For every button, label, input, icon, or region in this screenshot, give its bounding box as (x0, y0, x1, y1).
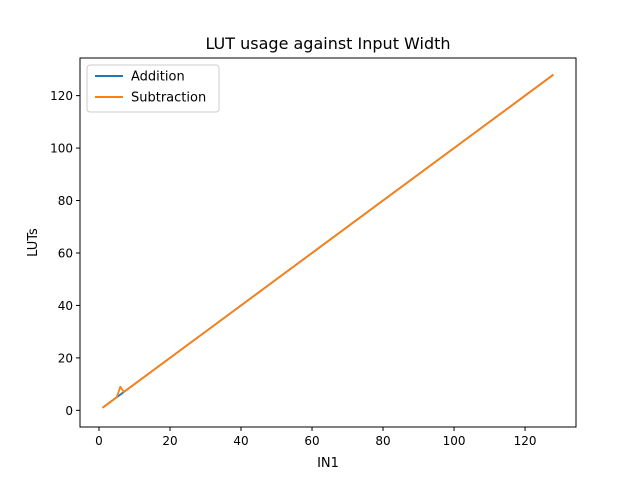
plot-frame (79, 57, 577, 428)
y-axis-ticks: 0 20 40 60 80 100 120 (50, 89, 80, 418)
legend-label-subtraction: Subtraction (131, 91, 206, 106)
y-tick-label: 20 (58, 351, 73, 365)
y-tick-label: 80 (58, 194, 73, 208)
y-tick-label: 120 (50, 89, 73, 103)
y-tick-label: 0 (65, 404, 73, 418)
y-tick-label: 100 (50, 142, 73, 156)
x-tick-label: 100 (443, 434, 466, 448)
x-tick-label: 80 (375, 434, 390, 448)
series-line-subtraction (102, 73, 554, 409)
legend: Addition Subtraction (86, 64, 220, 113)
series-layer (102, 73, 554, 409)
y-axis-label: LUTs (26, 228, 41, 257)
chart-title: LUT usage against Input Width (205, 34, 450, 53)
legend-label-addition: Addition (131, 70, 185, 85)
y-tick-label: 40 (58, 299, 73, 313)
y-tick-label: 60 (58, 246, 73, 260)
x-tick-label: 60 (304, 434, 319, 448)
x-axis-ticks: 0 20 40 60 80 100 120 (95, 427, 537, 448)
x-tick-label: 20 (162, 434, 177, 448)
x-tick-label: 40 (233, 434, 248, 448)
x-tick-label: 120 (514, 434, 537, 448)
x-axis-label: IN1 (317, 456, 339, 471)
x-tick-label: 0 (95, 434, 103, 448)
